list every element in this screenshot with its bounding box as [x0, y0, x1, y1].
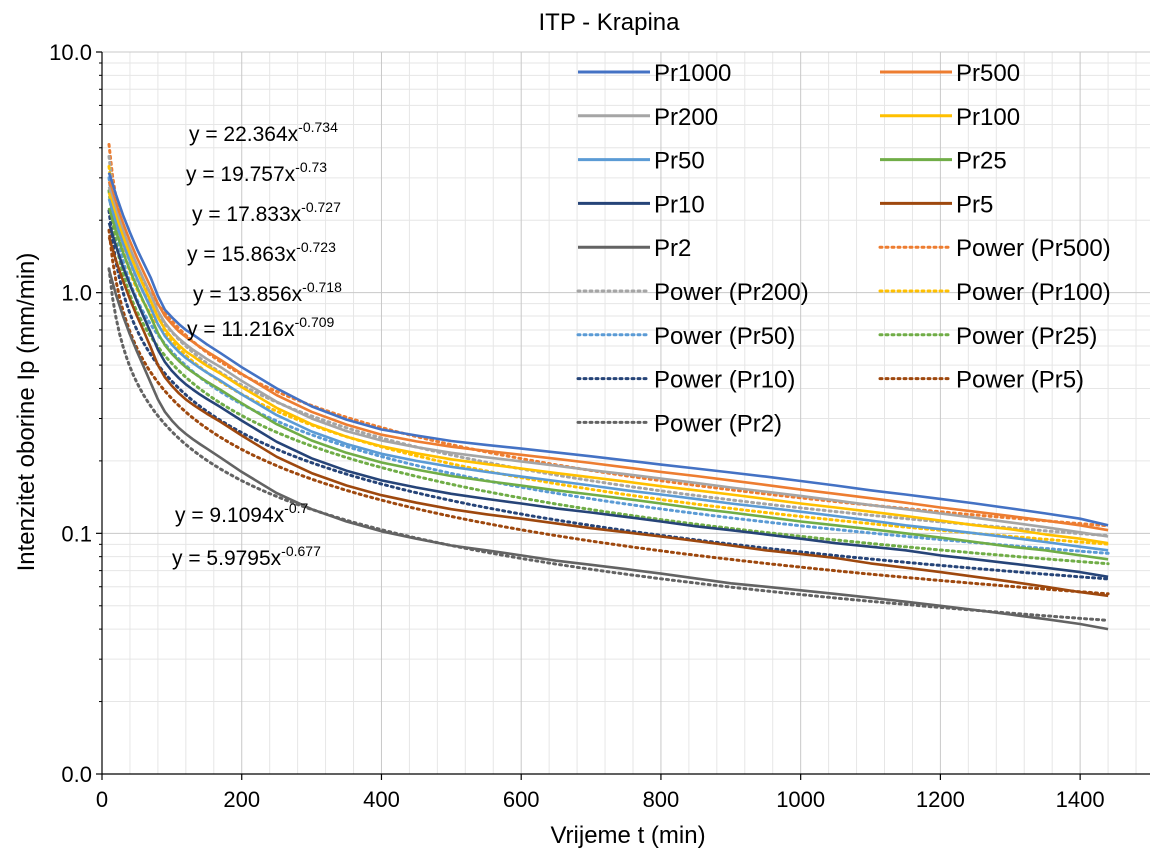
series-pr50	[107, 198, 1109, 552]
series-power-pr5	[107, 228, 1110, 596]
legend-item-power-pr5: Power (Pr5)	[878, 367, 1084, 394]
series-power-pr100	[107, 165, 1110, 546]
trendline-equation: y = 17.833x-0.727	[192, 199, 341, 226]
chart-title: ITP - Krapina	[539, 9, 681, 36]
x-tick-label: 600	[503, 787, 540, 812]
series-pr500	[107, 181, 1109, 532]
legend-label: Pr10	[654, 191, 705, 218]
y-tick-label: 0.1	[61, 521, 92, 546]
legend-label: Power (Pr200)	[654, 279, 809, 306]
legend-label: Power (Pr2)	[654, 410, 782, 437]
legend-item-pr25: Pr25	[880, 148, 1007, 175]
series-pr25	[107, 207, 1109, 561]
legend-item-power-pr50: Power (Pr50)	[576, 323, 795, 350]
legend-label: Pr1000	[654, 60, 731, 87]
legend-label: Pr2	[654, 235, 691, 262]
legend-label: Pr5	[956, 191, 993, 218]
series-power-pr25	[107, 189, 1110, 566]
legend-item-pr50: Pr50	[578, 148, 705, 175]
legend-label: Power (Pr100)	[956, 279, 1111, 306]
legend-label: Pr25	[956, 148, 1007, 175]
trendline-equation: y = 9.1094x-0.7	[175, 500, 309, 527]
minor-gridlines	[102, 52, 1150, 774]
legend-item-power-pr2: Power (Pr2)	[576, 410, 782, 437]
legend-item-pr100: Pr100	[880, 104, 1020, 131]
x-axis-label: Vrijeme t (min)	[550, 822, 705, 849]
y-axis-label: Intenzitet oborine Ip (mm/min)	[13, 253, 40, 572]
trendline-equation: y = 15.863x-0.723	[187, 239, 336, 266]
x-tick-label: 800	[643, 787, 680, 812]
series-layer	[107, 143, 1110, 631]
legend: Pr1000 Pr500 Pr200 Pr100 Pr50 Pr25 Pr10 Pr5 Pr2 P…	[576, 60, 1111, 437]
trendline-equation: y = 19.757x-0.73	[186, 159, 327, 186]
trendline-equations: y = 22.364x-0.734 y = 19.757x-0.73 y = 17.…	[172, 119, 342, 570]
legend-item-pr200: Pr200	[578, 104, 718, 131]
legend-label: Pr50	[654, 148, 705, 175]
x-tick-label: 1200	[916, 787, 965, 812]
legend-label: Power (Pr5)	[956, 367, 1084, 394]
legend-item-pr500: Pr500	[880, 60, 1020, 87]
legend-item-pr5: Pr5	[880, 191, 993, 218]
x-tick-label: 0	[96, 787, 108, 812]
trendline-equation: y = 5.9795x-0.677	[172, 543, 321, 570]
series-pr200	[107, 186, 1109, 538]
y-tick-label: 10.0	[49, 40, 92, 65]
x-tick-label: 400	[363, 787, 400, 812]
legend-label: Pr500	[956, 60, 1020, 87]
legend-item-power-pr10: Power (Pr10)	[576, 367, 795, 394]
series-pr10	[107, 222, 1109, 579]
legend-item-power-pr200: Power (Pr200)	[576, 279, 809, 306]
x-tick-label: 200	[223, 787, 260, 812]
legend-label: Power (Pr500)	[956, 235, 1111, 262]
legend-label: Power (Pr50)	[654, 323, 795, 350]
axes	[96, 51, 1150, 780]
series-pr1000	[107, 172, 1109, 527]
legend-item-power-pr25: Power (Pr25)	[878, 323, 1097, 350]
legend-label: Pr200	[654, 104, 718, 131]
trendline-equation: y = 13.856x-0.718	[193, 279, 342, 306]
series-power-pr50	[107, 176, 1110, 555]
series-pr100	[107, 192, 1109, 545]
legend-item-pr10: Pr10	[578, 191, 705, 218]
series-power-pr10	[107, 209, 1110, 581]
legend-label: Power (Pr25)	[956, 323, 1097, 350]
y-tick-label: 1.0	[61, 281, 92, 306]
x-tick-label: 1000	[776, 787, 825, 812]
trendline-equation: y = 22.364x-0.734	[189, 119, 338, 146]
y-tick-labels: 0.0 0.1 1.0 10.0	[49, 40, 92, 787]
legend-item-power-pr500: Power (Pr500)	[878, 235, 1111, 262]
x-tick-labels: 0 200 400 600 800 1000 1200 1400	[96, 787, 1105, 812]
legend-item-pr2: Pr2	[578, 235, 691, 262]
legend-label: Pr100	[956, 104, 1020, 131]
legend-item-power-pr100: Power (Pr100)	[878, 279, 1111, 306]
x-tick-label: 1400	[1056, 787, 1105, 812]
legend-item-pr1000: Pr1000	[578, 60, 731, 87]
series-pr2	[107, 268, 1109, 631]
series-power-pr2	[107, 267, 1110, 622]
series-pr5	[107, 236, 1109, 598]
trendline-equation: y = 11.216x-0.709	[187, 314, 335, 341]
legend-label: Power (Pr10)	[654, 367, 795, 394]
y-tick-label: 0.0	[61, 762, 92, 787]
